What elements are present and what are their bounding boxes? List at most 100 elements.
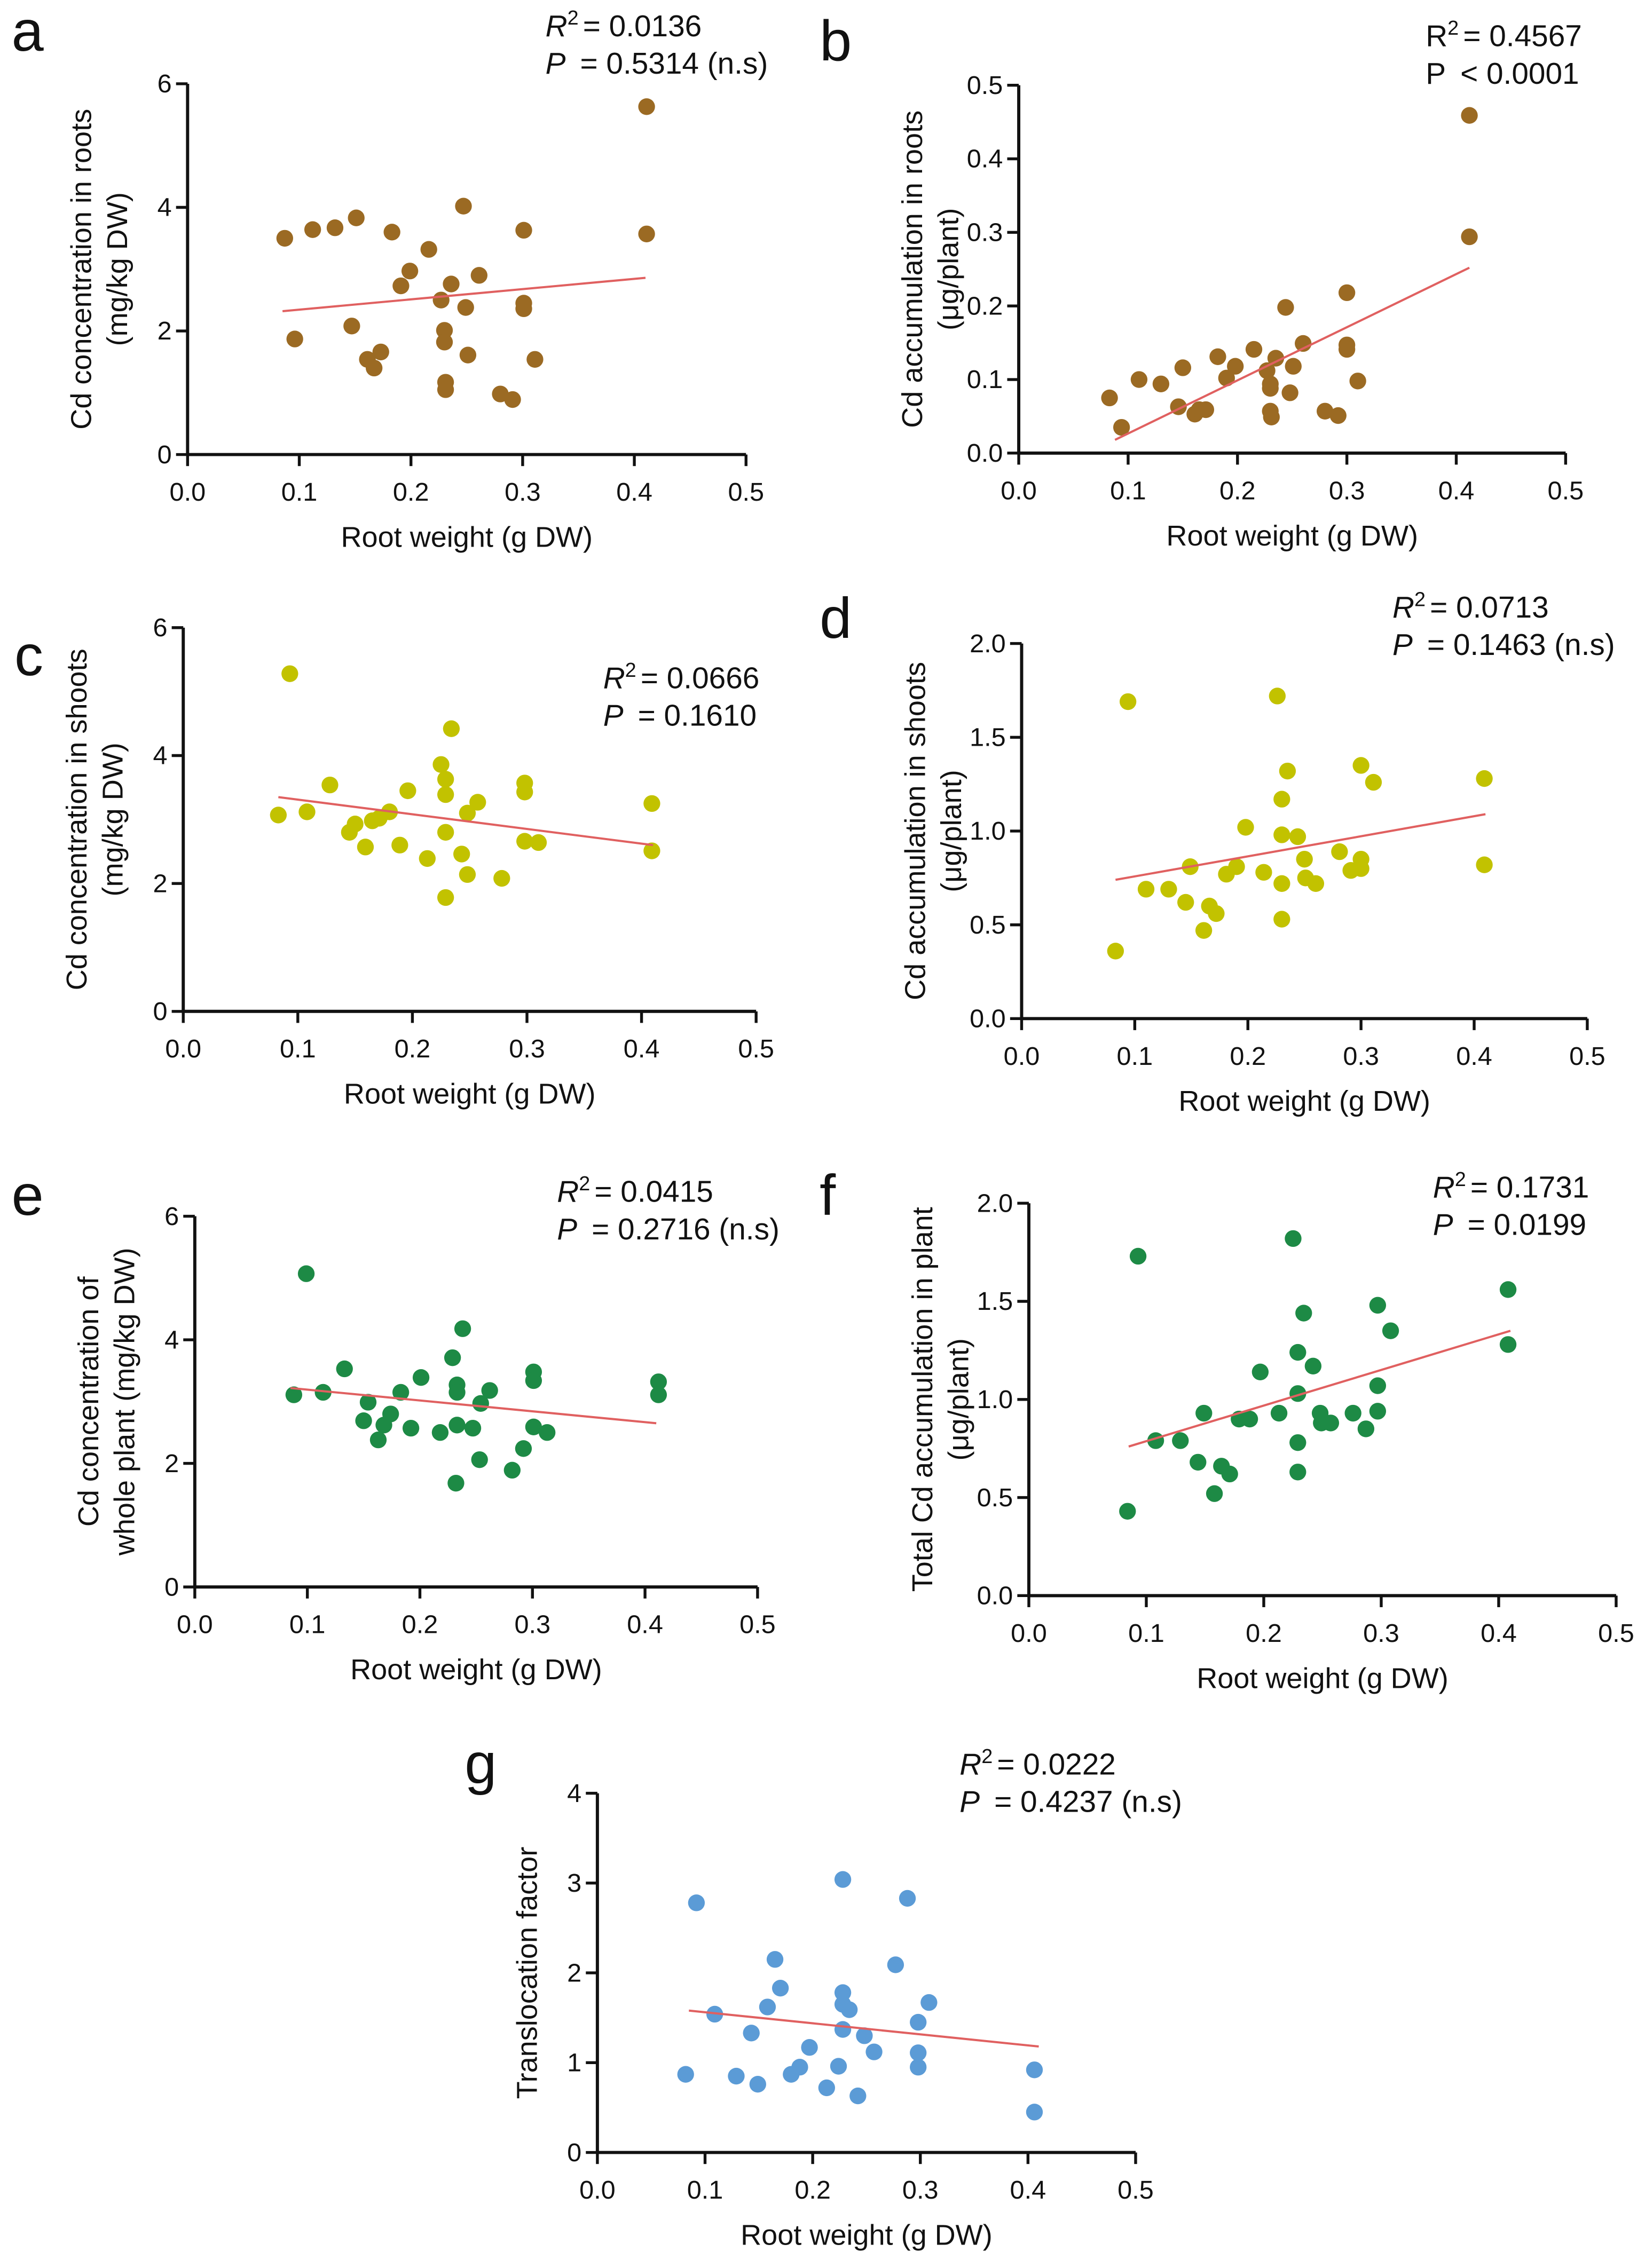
data-point <box>326 219 344 236</box>
x-axis-label: Root weight (g DW) <box>1197 1662 1449 1694</box>
r-superscript: 2 <box>625 659 636 682</box>
x-tick-label: 0.4 <box>1456 1042 1492 1071</box>
data-point <box>1461 228 1478 246</box>
r-squared-stat: R2 = 0.4567 <box>1426 17 1582 53</box>
r-squared-stat: R2 = 0.0222 <box>959 1745 1116 1782</box>
data-point <box>1289 1344 1306 1361</box>
x-tick-label: 0.3 <box>514 1610 550 1639</box>
y-tick-label: 4 <box>164 1325 179 1354</box>
x-tick-label: 0.5 <box>1117 2176 1154 2204</box>
data-point <box>469 794 486 811</box>
data-point <box>432 291 450 309</box>
regression-line <box>282 276 646 313</box>
y-axis-label: (mg/kg DW) <box>97 742 129 896</box>
data-point <box>471 1451 488 1468</box>
data-point <box>1331 843 1348 860</box>
data-point <box>650 1373 667 1390</box>
x-tick-label: 0.1 <box>289 1610 326 1639</box>
data-point <box>801 2039 818 2056</box>
r-label: R <box>1426 20 1447 53</box>
data-point <box>504 391 521 408</box>
data-point <box>1369 1297 1387 1314</box>
x-tick-label: 0.4 <box>627 1610 663 1639</box>
data-point <box>1461 107 1478 124</box>
y-tick-label: 0.1 <box>967 365 1003 394</box>
x-tick-label: 0.0 <box>165 1034 201 1063</box>
panel-e: 0.0 0.1 0.2 0.3 0.4 0.5 0 2 4 6 Root weight (g DW)… <box>12 1163 780 1686</box>
data-point <box>443 720 460 737</box>
data-point <box>1262 375 1279 392</box>
x-tick-label: 0.0 <box>1011 1619 1047 1648</box>
y-tick-label: 2 <box>153 869 167 898</box>
data-point <box>818 2079 836 2097</box>
data-point <box>1119 693 1137 710</box>
x-tick-label: 0.3 <box>505 478 541 507</box>
y-tick-label: 6 <box>153 613 167 642</box>
data-point <box>856 2027 873 2044</box>
x-tick-label: 0.5 <box>1548 476 1584 505</box>
data-point <box>1304 1357 1322 1374</box>
data-point <box>910 2059 927 2076</box>
data-point <box>448 1417 466 1434</box>
data-point <box>503 1461 521 1479</box>
data-point <box>1369 1403 1387 1420</box>
data-point <box>359 1394 377 1411</box>
data-point <box>347 816 364 833</box>
r-label: R <box>557 1175 579 1209</box>
data-point <box>1258 362 1276 380</box>
p-label: P <box>603 699 624 733</box>
data-point <box>1499 1336 1517 1353</box>
x-tick-label: 0.2 <box>395 1034 431 1063</box>
data-point <box>1218 369 1235 386</box>
x-tick-label: 0.5 <box>1569 1042 1605 1071</box>
data-point <box>1273 875 1290 892</box>
data-point <box>1130 371 1148 388</box>
y-tick-label: 0 <box>567 2138 581 2167</box>
r-squared-stat: R2 = 0.0713 <box>1392 588 1549 625</box>
r-superscript: 2 <box>981 1745 993 1768</box>
panel-b: 0.0 0.1 0.2 0.3 0.4 0.5 0.0 0.1 0.2 0.3 0.4 0.5 Root… <box>820 9 1584 552</box>
data-point <box>448 1384 466 1401</box>
x-tick-label: 0.1 <box>1117 1042 1153 1071</box>
x-tick-label: 0.3 <box>1363 1619 1399 1648</box>
r-value: = 0.0136 <box>583 10 702 43</box>
y-axis-label: Translocation factor <box>511 1847 543 2099</box>
data-point <box>638 225 655 242</box>
data-point <box>643 795 660 812</box>
data-point <box>1338 341 1356 358</box>
x-tick-label: 0.1 <box>1128 1619 1164 1648</box>
data-point <box>1344 1404 1361 1422</box>
data-point <box>437 786 454 803</box>
panel-letter: e <box>12 1163 44 1227</box>
x-tick-label: 0.0 <box>1001 476 1037 505</box>
data-point <box>1357 1420 1375 1437</box>
y-axis-label: whole plant (mg/kg DW) <box>108 1247 140 1556</box>
y-tick-label: 0.4 <box>967 145 1003 173</box>
data-point <box>459 346 477 363</box>
data-point <box>638 98 655 115</box>
r-superscript: 2 <box>1414 588 1426 611</box>
data-point <box>297 1265 315 1282</box>
data-point <box>910 2013 927 2031</box>
data-point <box>481 1382 498 1399</box>
data-point <box>1273 911 1290 928</box>
panel-letter: d <box>820 586 852 650</box>
y-tick-label: 6 <box>158 69 172 98</box>
x-axis-label: Root weight (g DW) <box>741 2219 993 2251</box>
data-point <box>1209 348 1226 365</box>
y-tick-label: 6 <box>164 1202 179 1231</box>
y-axis-label: (μg/plant) <box>933 208 965 330</box>
y-tick-label: 0.0 <box>970 1005 1006 1033</box>
y-tick-label: 0.0 <box>977 1582 1013 1610</box>
p-value: = 0.1610 <box>638 699 757 733</box>
p-value: < 0.0001 <box>1460 57 1579 91</box>
data-point <box>1241 1410 1258 1428</box>
data-point <box>412 1369 430 1386</box>
data-point <box>419 850 436 867</box>
y-tick-label: 1.0 <box>977 1385 1013 1414</box>
data-point <box>420 241 437 258</box>
r-label: R <box>1392 591 1414 625</box>
data-point <box>1279 762 1296 780</box>
r-squared-stat: R2 = 0.0136 <box>546 7 702 43</box>
data-point <box>1206 1485 1223 1502</box>
